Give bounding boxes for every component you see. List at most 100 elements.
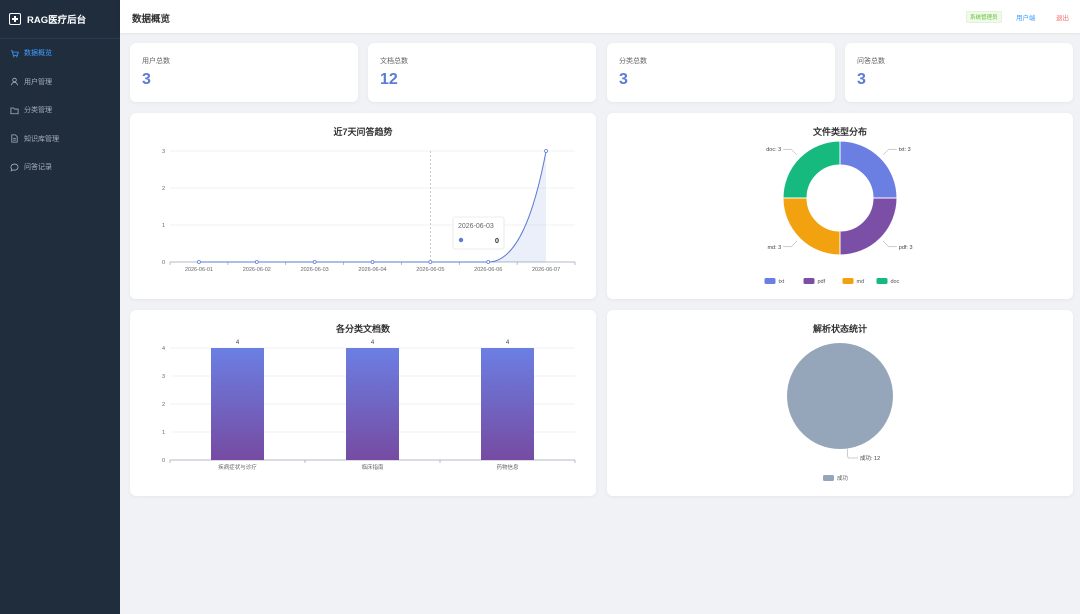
- document-icon: [10, 134, 19, 143]
- parse-status-chart-card: 解析状态统计 成功: 12 成功: [607, 310, 1073, 496]
- brand-title: RAG医疗后台: [27, 15, 87, 26]
- y-tick-label: 3: [162, 374, 165, 380]
- medical-kit-icon: [9, 13, 21, 25]
- page-title: 数据概览: [132, 14, 171, 25]
- stat-value: 12: [380, 71, 398, 88]
- cart-icon: [10, 49, 19, 58]
- file-type-chart-card: 文件类型分布 txt: 3 pdf: 3 md: 3 doc: 3 txt pdf md do…: [607, 113, 1073, 299]
- legend-swatch: [842, 278, 854, 284]
- legend-label: doc: [891, 279, 900, 285]
- stat-label: 文档总数: [380, 58, 408, 65]
- tooltip-box: [452, 216, 505, 250]
- bar: [211, 348, 264, 460]
- sidebar-item-label: 用户管理: [24, 78, 52, 86]
- legend-item-成功: 成功: [823, 474, 849, 482]
- stat-label: 问答总数: [857, 58, 885, 65]
- legend-swatch: [764, 278, 776, 284]
- y-tick-label: 1: [162, 430, 165, 436]
- stat-value: 3: [619, 71, 628, 88]
- legend-item-txt: txt: [764, 278, 785, 285]
- bar-value-label: 4: [371, 340, 375, 346]
- data-point: [312, 260, 317, 264]
- stat-value: 3: [142, 71, 151, 88]
- bar: [481, 348, 534, 460]
- sidebar: RAG医疗后台 数据概览 用户管理 分类管理 知识库管理: [0, 0, 120, 614]
- user-portal-link[interactable]: 用户端: [1016, 15, 1036, 22]
- tooltip: 2026-06-030: [452, 216, 505, 250]
- slice-doc: [782, 140, 841, 199]
- x-tick-label: 2026-06-03: [301, 267, 329, 273]
- category-chart-card: 各分类文档数 0 1 2 3 4 4 疾病症状与诊疗 4 临床指南 4 药物信息: [130, 310, 596, 496]
- sidebar-item-users[interactable]: 用户管理: [0, 68, 120, 97]
- chart-title: 文件类型分布: [812, 127, 867, 137]
- stat-label: 分类总数: [619, 58, 647, 65]
- legend-label: pdf: [818, 279, 826, 285]
- legend-label: md: [857, 279, 865, 285]
- x-tick-label: 2026-06-06: [474, 267, 502, 273]
- data-point: [370, 260, 375, 264]
- folder-icon: [10, 106, 19, 115]
- bar-value-label: 4: [236, 340, 240, 346]
- slice-label: doc: 3: [766, 147, 781, 153]
- x-tick-label: 2026-06-04: [358, 267, 386, 273]
- sidebar-item-knowledge-base[interactable]: 知识库管理: [0, 125, 120, 154]
- x-tick-label: 临床指南: [361, 463, 384, 471]
- legend-item-md: md: [842, 278, 865, 285]
- y-tick-label: 1: [162, 223, 165, 229]
- slice-成功: [787, 343, 893, 449]
- bar: [346, 348, 399, 460]
- sidebar-item-dashboard[interactable]: 数据概览: [0, 39, 120, 68]
- tooltip-date: 2026-06-03: [458, 223, 494, 230]
- slice-label: 成功: 12: [860, 454, 880, 462]
- stat-card-categories: 分类总数 3: [607, 43, 835, 102]
- bar-value-label: 4: [506, 340, 510, 346]
- label-line: [882, 240, 897, 248]
- logout-link[interactable]: 退出: [1056, 15, 1069, 22]
- y-tick-label: 4: [162, 346, 165, 352]
- y-tick-label: 3: [162, 149, 165, 155]
- chat-icon: [10, 163, 19, 172]
- trend-chart-card: 近7天问答趋势 0 1 2 3 2026-06-01 2026-06-02 2026-06-…: [130, 113, 596, 299]
- x-tick-label: 2026-06-01: [185, 267, 213, 273]
- brand[interactable]: RAG医疗后台: [0, 0, 120, 39]
- series-line: [198, 150, 547, 263]
- chart-title: 近7天问答趋势: [333, 127, 393, 137]
- y-tick-label: 2: [162, 402, 165, 408]
- category-bar-chart: 0 1 2 3 4 4 疾病症状与诊疗 4 临床指南 4 药物信息: [162, 340, 576, 471]
- x-tick-label: 2026-06-05: [416, 267, 444, 273]
- topbar: 数据概览 系统管理员 用户端 退出: [120, 0, 1080, 33]
- x-tick-label: 2026-06-07: [532, 267, 560, 273]
- legend-item-pdf: pdf: [803, 278, 826, 285]
- sidebar-item-categories[interactable]: 分类管理: [0, 96, 120, 125]
- tooltip-marker: [458, 237, 464, 243]
- sidebar-item-qa-records[interactable]: 问答记录: [0, 153, 120, 182]
- label-line: [882, 148, 897, 156]
- user-icon: [10, 77, 19, 86]
- legend-swatch: [876, 278, 888, 284]
- role-badge: 系统管理员: [966, 11, 1002, 23]
- parse-status-pie-chart: 成功: 12 成功: [787, 343, 893, 482]
- stat-card-questions: 问答总数 3: [845, 43, 1073, 102]
- series-area: [198, 151, 547, 262]
- stat-label: 用户总数: [142, 58, 170, 65]
- y-tick-label: 2: [162, 186, 165, 192]
- slice-label: pdf: 3: [899, 245, 913, 251]
- chart-title: 解析状态统计: [812, 324, 867, 334]
- sidebar-item-label: 分类管理: [24, 107, 52, 115]
- legend-item-doc: doc: [876, 278, 900, 285]
- x-tick-label: 2026-06-02: [243, 267, 271, 273]
- legend-swatch: [803, 278, 815, 284]
- data-point: [254, 260, 259, 264]
- x-tick-label: 疾病症状与诊疗: [218, 463, 257, 471]
- sidebar-item-label: 数据概览: [24, 50, 52, 58]
- data-point: [486, 260, 491, 264]
- data-point: [197, 260, 201, 264]
- stat-card-users: 用户总数 3: [130, 43, 358, 102]
- sidebar-item-label: 问答记录: [24, 164, 52, 172]
- file-type-donut-chart: txt: 3 pdf: 3 md: 3 doc: 3 txt pdf md doc: [764, 140, 913, 285]
- tooltip-value: 0: [495, 236, 499, 245]
- chart-title: 各分类文档数: [335, 324, 390, 334]
- stat-value: 3: [857, 71, 866, 88]
- sidebar-item-label: 知识库管理: [24, 135, 59, 143]
